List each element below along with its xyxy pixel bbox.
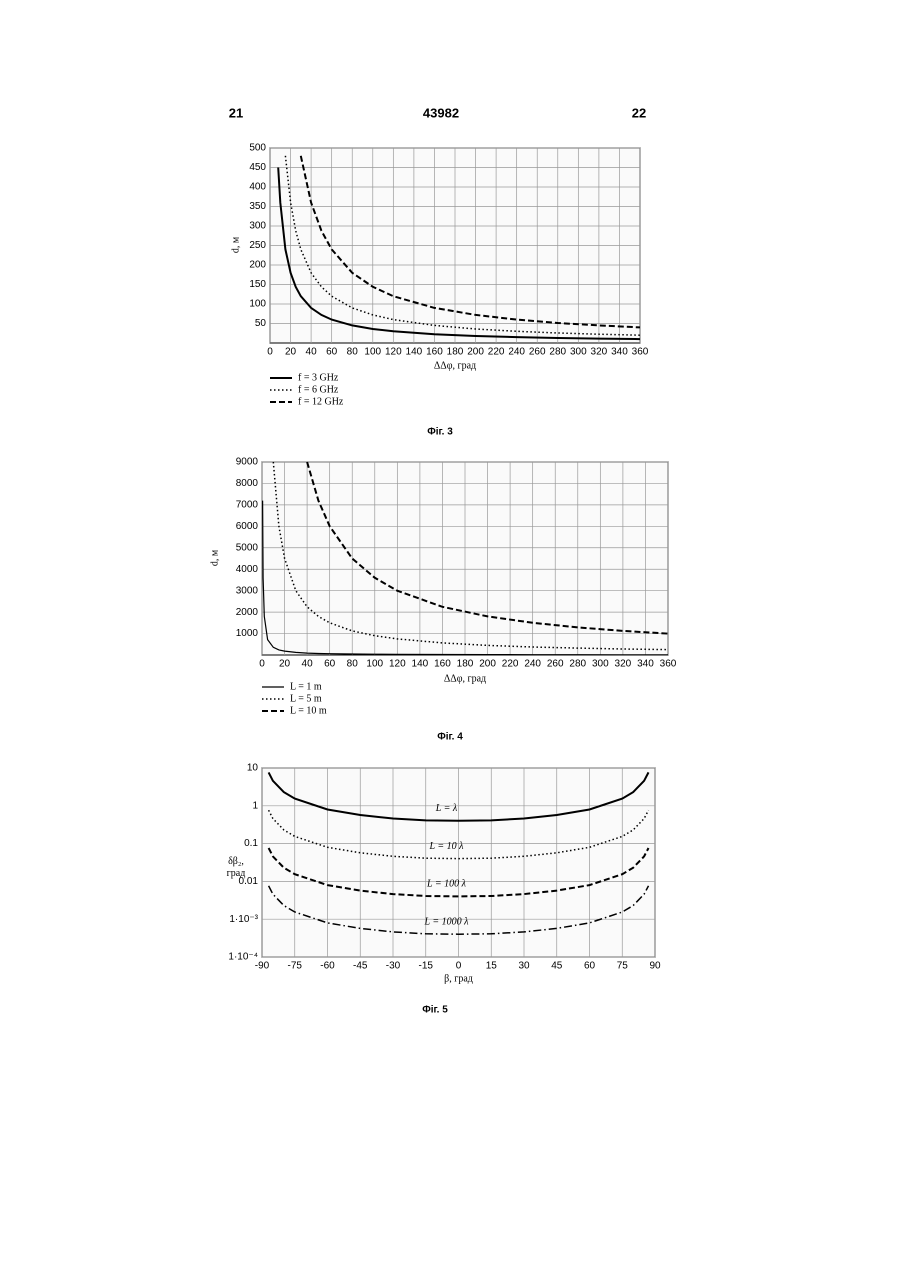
legend-label: f = 12 GHz: [298, 396, 344, 407]
document: 21 43982 22 0204060801001201401601802002…: [0, 0, 900, 1273]
x-tick-label: -75: [288, 961, 303, 972]
x-tick-label: 60: [584, 961, 596, 972]
y-tick-label: 5000: [236, 542, 259, 553]
x-tick-label: 30: [518, 961, 530, 972]
y-tick-label: 1000: [236, 628, 259, 639]
x-tick-label: 320: [591, 347, 608, 358]
x-tick-label: 180: [447, 347, 464, 358]
x-tick-label: 60: [324, 659, 336, 670]
y-tick-label: 150: [249, 279, 266, 290]
page-number-left: 21: [229, 105, 243, 120]
legend-label: f = 6 GHz: [298, 384, 339, 395]
page-number-right: 22: [632, 105, 646, 120]
y-axis-label: d, м: [230, 236, 241, 253]
y-axis-label: d, м: [209, 549, 220, 566]
y-tick-label: 500: [249, 143, 266, 154]
x-tick-label: 75: [617, 961, 629, 972]
y-tick-label: 3000: [236, 585, 259, 596]
x-tick-label: 0: [456, 961, 462, 972]
curve-label: L = 100 λ: [426, 879, 467, 890]
x-tick-label: 280: [549, 347, 566, 358]
x-tick-label: 200: [467, 347, 484, 358]
x-tick-label: -15: [419, 961, 434, 972]
x-tick-label: 0: [259, 659, 265, 670]
x-tick-label: 140: [412, 659, 429, 670]
figure-caption: Фіг. 4: [437, 732, 463, 743]
x-tick-label: 200: [479, 659, 496, 670]
x-tick-label: 180: [457, 659, 474, 670]
y-tick-label: 350: [249, 201, 266, 212]
y-tick-label: 9000: [236, 457, 259, 468]
figure-caption: Фіг. 3: [427, 427, 453, 438]
x-tick-label: -30: [386, 961, 401, 972]
x-tick-label: 80: [347, 347, 359, 358]
y-tick-label: 6000: [236, 521, 259, 532]
x-tick-label: 260: [547, 659, 564, 670]
x-tick-label: 160: [434, 659, 451, 670]
y-tick-label: 100: [249, 299, 266, 310]
x-tick-label: 80: [347, 659, 359, 670]
x-tick-label: 40: [306, 347, 318, 358]
x-tick-label: 15: [486, 961, 498, 972]
x-axis-label: ΔΔφ, град: [434, 360, 476, 371]
x-tick-label: 300: [592, 659, 609, 670]
y-axis-label: δβ₂,град: [227, 856, 246, 879]
x-tick-label: 45: [551, 961, 563, 972]
x-tick-label: 100: [366, 659, 383, 670]
legend-label: L = 5 m: [290, 693, 322, 704]
x-tick-label: 300: [570, 347, 587, 358]
page: 21 43982 22 0204060801001201401601802002…: [0, 0, 900, 1273]
y-tick-label: 50: [255, 318, 267, 329]
x-tick-label: 140: [406, 347, 423, 358]
x-tick-label: 320: [615, 659, 632, 670]
x-tick-label: -60: [320, 961, 335, 972]
y-tick-label: 0.1: [244, 838, 258, 849]
y-tick-label: 200: [249, 260, 266, 271]
y-tick-label: 450: [249, 162, 266, 173]
x-tick-label: 240: [508, 347, 525, 358]
x-tick-label: 220: [502, 659, 519, 670]
x-tick-label: 120: [389, 659, 406, 670]
x-tick-label: 360: [632, 347, 649, 358]
curve-label: L = 10 λ: [429, 841, 465, 852]
x-tick-label: 160: [426, 347, 443, 358]
x-tick-label: 20: [285, 347, 297, 358]
x-tick-label: 90: [649, 961, 661, 972]
x-tick-label: 60: [326, 347, 338, 358]
y-tick-label: 1: [252, 800, 258, 811]
x-axis-label: β, град: [444, 973, 473, 984]
y-tick-label: 2000: [236, 607, 259, 618]
x-tick-label: 340: [611, 347, 628, 358]
x-axis-label: ΔΔφ, град: [444, 673, 486, 684]
x-tick-label: 280: [569, 659, 586, 670]
figure-caption: Фіг. 5: [422, 1005, 448, 1016]
x-tick-label: 260: [529, 347, 546, 358]
patent-number: 43982: [423, 105, 459, 120]
x-tick-label: 100: [364, 347, 381, 358]
y-tick-label: 300: [249, 221, 266, 232]
x-tick-label: 220: [488, 347, 505, 358]
x-tick-label: 0: [267, 347, 273, 358]
curve-label: L = λ: [435, 803, 458, 814]
curve-label: L = 1000 λ: [424, 917, 470, 928]
legend-label: L = 10 m: [290, 705, 327, 716]
y-tick-label: 1·10⁻⁴: [228, 952, 258, 963]
legend-label: L = 1 m: [290, 681, 322, 692]
y-tick-label: 250: [249, 240, 266, 251]
y-tick-label: 4000: [236, 564, 259, 575]
y-tick-label: 400: [249, 182, 266, 193]
x-tick-label: 340: [637, 659, 654, 670]
x-tick-label: -45: [353, 961, 368, 972]
y-tick-label: 8000: [236, 478, 259, 489]
x-tick-label: 120: [385, 347, 402, 358]
x-tick-label: 360: [660, 659, 677, 670]
x-tick-label: 40: [302, 659, 314, 670]
y-tick-label: 10: [247, 763, 259, 774]
legend-label: f = 3 GHz: [298, 372, 339, 383]
x-tick-label: 240: [524, 659, 541, 670]
y-tick-label: 7000: [236, 500, 259, 511]
x-tick-label: 20: [279, 659, 291, 670]
y-tick-label: 1·10⁻³: [229, 914, 258, 925]
